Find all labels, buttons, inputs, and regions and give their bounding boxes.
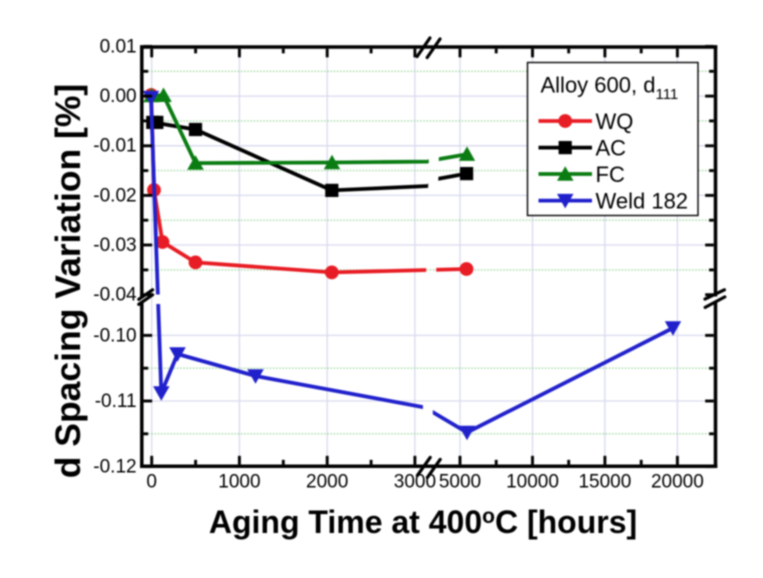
svg-text:-0.04: -0.04 xyxy=(93,285,137,306)
svg-text:FC: FC xyxy=(596,162,625,187)
svg-text:-0.02: -0.02 xyxy=(93,185,136,206)
svg-text:Weld 182: Weld 182 xyxy=(596,189,689,214)
svg-text:d Spacing Variation [%]: d Spacing Variation [%] xyxy=(48,84,88,479)
svg-text:-0.12: -0.12 xyxy=(93,457,136,478)
svg-text:15000: 15000 xyxy=(578,472,631,493)
svg-text:0: 0 xyxy=(146,472,157,493)
svg-text:1000: 1000 xyxy=(218,472,260,493)
svg-text:-0.01: -0.01 xyxy=(93,136,136,157)
svg-text:5000: 5000 xyxy=(439,472,481,493)
svg-text:10000: 10000 xyxy=(506,472,559,493)
svg-text:2000: 2000 xyxy=(306,472,348,493)
svg-text:20000: 20000 xyxy=(651,472,704,493)
svg-text:-0.11: -0.11 xyxy=(95,391,137,412)
svg-text:0.00: 0.00 xyxy=(100,86,137,107)
svg-text:WQ: WQ xyxy=(596,109,634,134)
svg-text:0.01: 0.01 xyxy=(100,36,137,57)
svg-text:-0.10: -0.10 xyxy=(93,325,136,346)
svg-text:3000: 3000 xyxy=(394,472,436,493)
svg-text:AC: AC xyxy=(596,136,627,161)
svg-text:Aging Time at 400oC [hours]: Aging Time at 400oC [hours] xyxy=(209,504,637,540)
svg-text:-0.03: -0.03 xyxy=(93,235,136,256)
